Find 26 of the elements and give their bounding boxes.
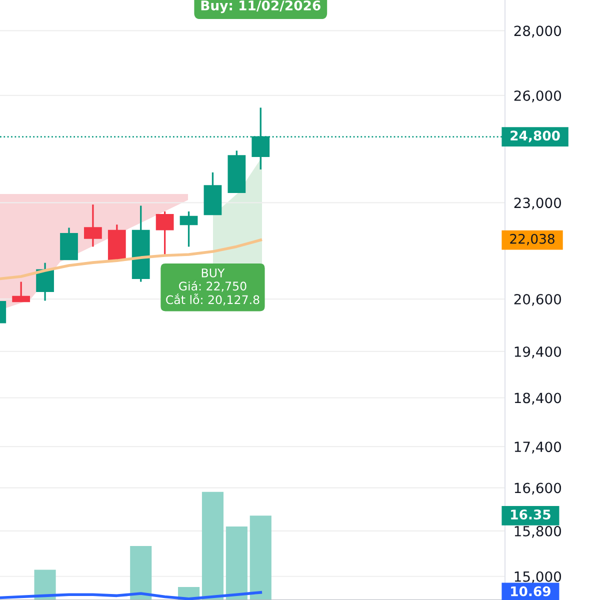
text: 22,038	[510, 234, 554, 246]
bar	[226, 526, 248, 600]
y-tick-label: 18,400	[514, 392, 562, 405]
text: 16.35	[511, 510, 550, 520]
y-tick-label: 23,000	[514, 198, 562, 210]
y-tick-label: 16,600	[514, 482, 562, 495]
y-tick-label: 15,800	[514, 526, 562, 538]
candlestick	[36, 262, 54, 302]
bar	[250, 516, 272, 600]
y-tick-label: 20,600	[514, 294, 562, 306]
candlestick	[84, 204, 102, 248]
candlestick	[156, 210, 174, 256]
annotation: Buy: 11/02/2026	[201, 0, 320, 14]
y-tick-label: 17,400	[514, 442, 562, 454]
bar	[34, 570, 56, 600]
bar	[130, 546, 152, 600]
ref-line-label: 24,800	[510, 130, 560, 142]
y-tick-label: 15,000	[514, 571, 562, 584]
annotation: BUY Giá: 22,750 Cắt lỗ: 20,127.8	[166, 268, 260, 306]
candlestick	[180, 210, 198, 248]
y-tick-label: 19,400	[514, 346, 562, 358]
y-tick-label: 26,000	[514, 90, 562, 102]
text: 10.69	[511, 586, 550, 596]
y-tick-label: 28,000	[514, 26, 562, 38]
bar	[202, 492, 224, 600]
candlestick	[12, 280, 30, 302]
